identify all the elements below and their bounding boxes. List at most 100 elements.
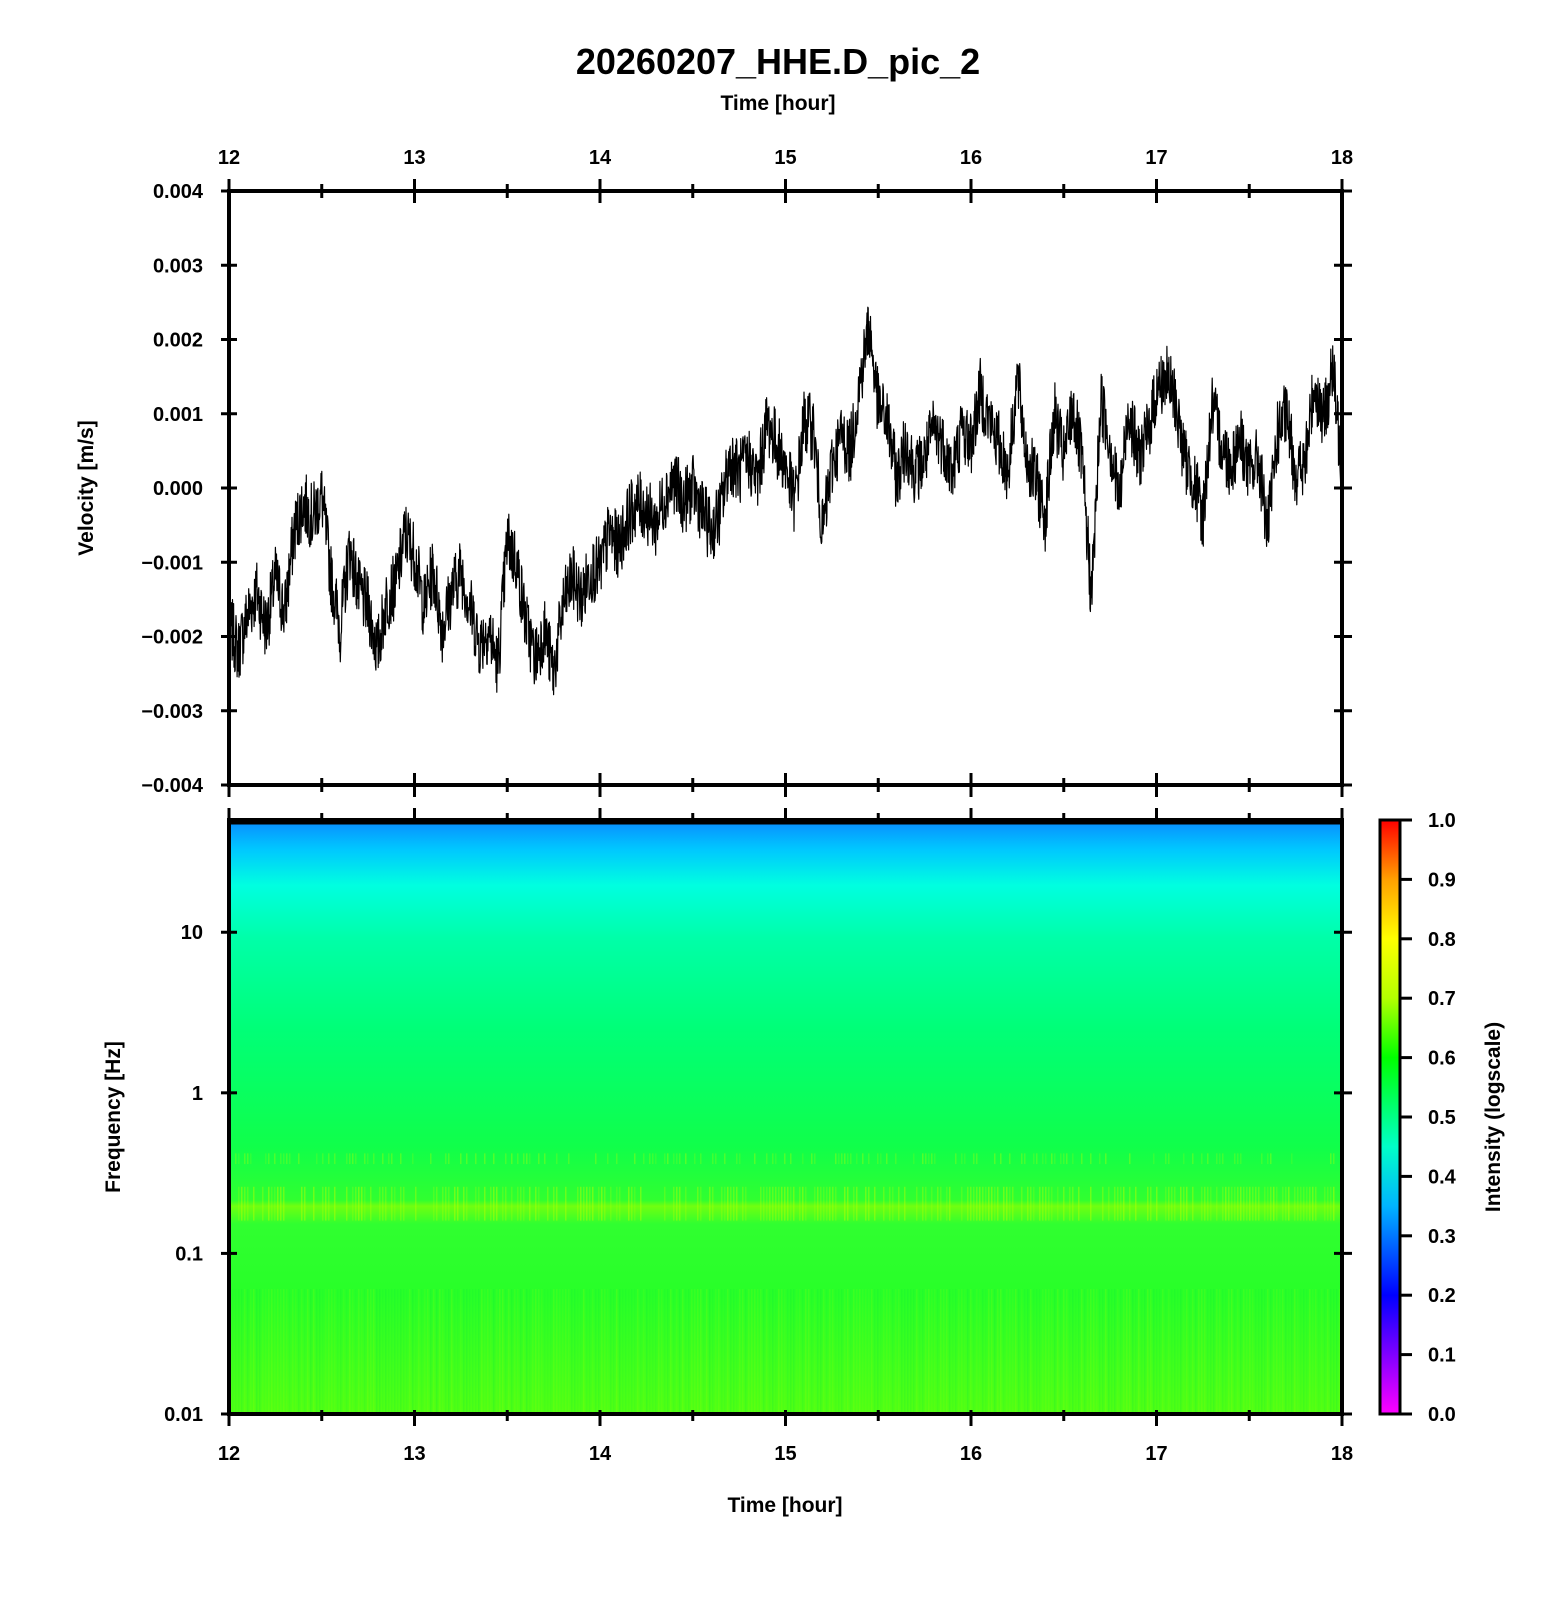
spectrogram-stripe — [367, 1289, 369, 1414]
spectrogram-band-mark — [235, 1153, 237, 1165]
spectrogram-band-mark — [1000, 1153, 1002, 1165]
spectrogram-band-mark — [742, 1186, 744, 1221]
spectrogram-stripe — [520, 1289, 522, 1414]
spectrogram-band-mark — [379, 1186, 381, 1221]
spectrogram-band-mark — [1297, 1186, 1299, 1221]
spectrogram-band-mark — [250, 1153, 252, 1165]
spectrogram-band-mark — [799, 1186, 801, 1221]
spectrogram-stripe — [1147, 1289, 1149, 1414]
spectrogram-band-mark — [1099, 1153, 1101, 1165]
spectrogram-band-mark — [811, 1153, 813, 1165]
spectrogram-texture — [229, 1153, 1341, 1414]
spectrogram-stripe — [403, 1289, 405, 1414]
spectrogram-stripe — [277, 1289, 279, 1414]
spectrogram-stripe — [724, 1289, 726, 1414]
spectrogram-band-mark — [616, 1153, 618, 1165]
spectrogram-stripe — [571, 1289, 573, 1414]
spectrogram-band-mark — [238, 1186, 240, 1221]
spectrogram-band-mark — [1180, 1186, 1182, 1221]
spectrogram-band-mark — [334, 1186, 336, 1221]
spectrogram-band-mark — [496, 1186, 498, 1221]
spectrogram-stripe — [397, 1289, 399, 1414]
spectrogram-stripe — [667, 1289, 669, 1414]
spectrogram-x-tick-label: 17 — [1145, 1443, 1167, 1465]
spectrogram-band-mark — [664, 1186, 666, 1221]
spectrogram-stripe — [433, 1289, 435, 1414]
spectrogram-band-mark — [697, 1186, 699, 1221]
spectrogram-stripe — [493, 1289, 495, 1414]
spectrogram-stripe — [289, 1289, 291, 1414]
spectrogram-band-mark — [736, 1186, 738, 1221]
spectrogram-band-mark — [1165, 1186, 1167, 1221]
spectrogram-band-mark — [268, 1153, 270, 1165]
spectrogram-band-mark — [694, 1153, 696, 1165]
spectrogram-band-mark — [886, 1153, 888, 1165]
spectrogram-stripe — [1282, 1289, 1284, 1414]
spectrogram-band-mark — [1222, 1153, 1224, 1165]
spectrogram-band-mark — [445, 1186, 447, 1221]
spectrogram-stripe — [550, 1289, 552, 1414]
spectrogram-stripe — [1018, 1289, 1020, 1414]
waveform-y-tick-label: −0.002 — [141, 627, 203, 649]
spectrogram-stripe — [1168, 1289, 1170, 1414]
spectrogram-band-mark — [283, 1186, 285, 1221]
spectrogram-stripe — [925, 1289, 927, 1414]
spectrogram-stripe — [592, 1289, 594, 1414]
spectrogram-band-mark — [934, 1153, 936, 1165]
spectrogram-band-mark — [328, 1186, 330, 1221]
spectrogram-band-mark — [1171, 1186, 1173, 1221]
colorbar-gradient — [1380, 820, 1400, 1414]
spectrogram-stripe — [358, 1289, 360, 1414]
spectrogram-band-mark — [352, 1186, 354, 1221]
waveform-y-tick-label: 0.002 — [153, 330, 203, 352]
spectrogram-stripe — [883, 1289, 885, 1414]
spectrogram-stripe — [1243, 1289, 1245, 1414]
spectrogram-band-mark — [1333, 1186, 1335, 1221]
spectrogram-stripe — [364, 1289, 366, 1414]
spectrogram-stripe — [952, 1289, 954, 1414]
spectrogram-band-mark — [262, 1186, 264, 1221]
spectrogram-band-mark — [523, 1186, 525, 1221]
spectrogram-stripe — [940, 1289, 942, 1414]
spectrogram-band-mark — [1294, 1186, 1296, 1221]
spectrogram-stripe — [628, 1289, 630, 1414]
spectrogram-stripe — [601, 1289, 603, 1414]
spectrogram-band-mark — [547, 1186, 549, 1221]
colorbar-label: Intensity (logscale) — [1482, 1022, 1505, 1212]
spectrogram-band-mark — [1039, 1186, 1041, 1221]
spectrogram-stripe — [649, 1289, 651, 1414]
spectrogram-stripe — [835, 1289, 837, 1414]
spectrogram-stripe — [1039, 1289, 1041, 1414]
spectrogram-stripe — [1294, 1289, 1296, 1414]
spectrogram-stripe — [973, 1289, 975, 1414]
spectrogram-band-mark — [1072, 1186, 1074, 1221]
spectrogram-stripe — [511, 1289, 513, 1414]
spectrogram-heatmap — [229, 820, 1342, 1414]
spectrogram-stripe — [523, 1289, 525, 1414]
spectrogram-band-mark — [955, 1153, 957, 1165]
spectrogram-stripe — [1336, 1289, 1338, 1414]
spectrogram-stripe — [472, 1289, 474, 1414]
spectrogram-band-mark — [1267, 1186, 1269, 1221]
spectrogram-stripe — [1300, 1289, 1302, 1414]
spectrogram-band-mark — [1153, 1153, 1155, 1165]
spectrogram-stripe — [652, 1289, 654, 1414]
colorbar-tick-label: 0.0 — [1428, 1404, 1456, 1426]
spectrogram-band-mark — [868, 1153, 870, 1165]
spectrogram-stripe — [1315, 1289, 1317, 1414]
spectrogram-band-mark — [1024, 1153, 1026, 1165]
spectrogram-band-mark — [568, 1153, 570, 1165]
spectrogram-band-mark — [592, 1186, 594, 1221]
spectrogram-stripe — [460, 1289, 462, 1414]
spectrogram-stripe — [1306, 1289, 1308, 1414]
spectrogram-band-mark — [769, 1186, 771, 1221]
spectrogram-stripe — [283, 1289, 285, 1414]
spectrogram-stripe — [316, 1289, 318, 1414]
spectrogram-band-mark — [961, 1153, 963, 1165]
spectrogram-band-mark — [1048, 1186, 1050, 1221]
spectrogram-band-mark — [775, 1153, 777, 1165]
spectrogram-band-mark — [847, 1186, 849, 1221]
spectrogram-band-mark — [946, 1186, 948, 1221]
spectrogram-stripe — [1318, 1289, 1320, 1414]
